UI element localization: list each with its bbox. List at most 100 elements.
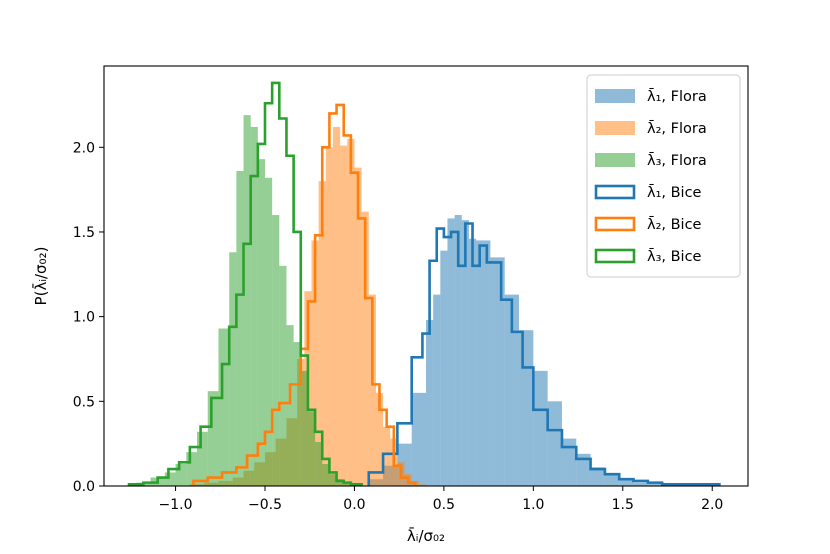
hist-bar	[647, 482, 663, 486]
hist-bar	[590, 467, 605, 486]
legend-label: λ̄₃, Flora	[647, 151, 707, 169]
x-tick-label: 0.0	[343, 497, 365, 513]
series-5	[192, 103, 417, 486]
x-tick-label: 1.5	[612, 497, 634, 513]
y-tick-label: 0.5	[73, 394, 95, 410]
hist-bar	[300, 370, 308, 486]
hist-bar	[633, 482, 648, 486]
hist-bar	[533, 370, 548, 486]
hist-bar	[315, 441, 323, 486]
legend-label: λ̄₂, Bice	[647, 215, 702, 233]
hist-bar	[347, 138, 355, 487]
legend-label: λ̄₂, Flora	[647, 119, 707, 137]
hist-bar	[286, 325, 294, 486]
hist-bar	[433, 294, 441, 486]
y-tick-label: 1.5	[73, 225, 95, 241]
hist-bar	[340, 145, 348, 486]
hist-bar	[375, 392, 384, 486]
step-outline	[127, 81, 363, 486]
hist-bar	[336, 479, 344, 486]
step-outline	[192, 103, 417, 486]
legend-box	[586, 74, 741, 278]
hist-bar	[207, 391, 219, 486]
y-tick-label: 0.0	[73, 479, 95, 495]
x-tick-label: 1.0	[522, 497, 544, 513]
hist-bar	[318, 181, 326, 486]
series-4	[367, 222, 721, 486]
hist-bar	[250, 126, 258, 486]
hist-bar	[197, 431, 208, 486]
legend-swatch	[594, 216, 636, 232]
hist-bar	[343, 482, 351, 486]
legend-item--bice: λ̄₃, Bice	[594, 247, 702, 265]
hist-bar	[561, 438, 577, 486]
legend-item--flora: λ̄₁, Flora	[595, 87, 707, 105]
hist-bar	[272, 215, 280, 486]
hist-bar	[265, 177, 273, 486]
series-3	[136, 115, 362, 487]
hist-bar	[164, 472, 176, 486]
hist-bar	[490, 257, 505, 486]
hist-bar	[279, 265, 287, 486]
x-tick-label: −1.0	[159, 497, 193, 513]
legend-swatch	[594, 184, 636, 200]
hist-bar	[411, 392, 426, 486]
legend-item--flora: λ̄₃, Flora	[595, 151, 707, 169]
x-tick-label: 2.0	[701, 497, 723, 513]
hist-bar	[329, 474, 337, 486]
legend: λ̄₁, Flora λ̄₂, Flora λ̄₃, Flora λ̄₁, Bice λ…	[586, 74, 741, 278]
hist-bar	[354, 167, 362, 486]
hist-bar	[243, 115, 251, 486]
hist-bar	[383, 426, 391, 486]
hist-bar	[257, 159, 265, 487]
hist-bar	[175, 463, 187, 486]
legend-item--bice: λ̄₂, Bice	[594, 215, 702, 233]
legend-label: λ̄₁, Flora	[647, 87, 707, 105]
hist-bar	[576, 453, 591, 486]
y-tick-label: 2.0	[73, 140, 95, 156]
hist-bar	[468, 238, 477, 486]
plot-frame	[103, 65, 749, 487]
hist-bar	[322, 463, 330, 486]
hist-bar	[307, 411, 316, 486]
y-tick-label: 1.0	[73, 310, 95, 326]
legend-swatch	[595, 89, 635, 103]
hist-bar	[547, 401, 562, 486]
hist-bar	[311, 240, 319, 486]
series-layer	[127, 81, 721, 487]
hist-bar	[418, 484, 426, 486]
legend-swatch	[595, 153, 635, 167]
ticks-layer: −1.0 −0.5 0.0 0.5 1.0 1.5 2.0 0.0 0.5 1.0 1.5 2.0	[73, 140, 724, 513]
hist-bar	[293, 342, 301, 486]
legend-label: λ̄₃, Bice	[647, 247, 702, 265]
hist-bar	[368, 294, 376, 486]
x-tick-label: −0.5	[248, 497, 282, 513]
legend-swatch	[595, 121, 635, 135]
hist-bar	[519, 330, 534, 486]
hist-bar	[236, 171, 244, 486]
hist-bar	[440, 250, 448, 486]
legend-swatch	[594, 248, 636, 264]
hist-bar	[332, 126, 341, 486]
series-6	[127, 81, 363, 486]
hist-bar	[619, 479, 634, 486]
legend-item--flora: λ̄₂, Flora	[595, 119, 707, 137]
hist-bar	[426, 320, 434, 486]
hist-bar	[447, 218, 455, 486]
series-1	[368, 215, 720, 486]
hist-bar	[229, 252, 237, 486]
legend-label: λ̄₁, Bice	[647, 183, 702, 201]
hist-bar	[504, 294, 520, 486]
hist-bar	[361, 211, 369, 487]
hist-bar	[454, 215, 462, 486]
hist-bar	[325, 147, 333, 486]
x-tick-label: 0.5	[433, 497, 455, 513]
hist-bar	[218, 328, 230, 486]
hist-bar	[186, 452, 198, 486]
hist-bar	[604, 474, 620, 486]
x-axis-label: λ̄ᵢ/σ₀₂	[407, 526, 445, 545]
y-axis-label: P(λ̄ᵢ/σ₀₂)	[31, 247, 50, 306]
hist-bar	[476, 240, 491, 486]
legend-item--bice: λ̄₁, Bice	[594, 183, 702, 201]
